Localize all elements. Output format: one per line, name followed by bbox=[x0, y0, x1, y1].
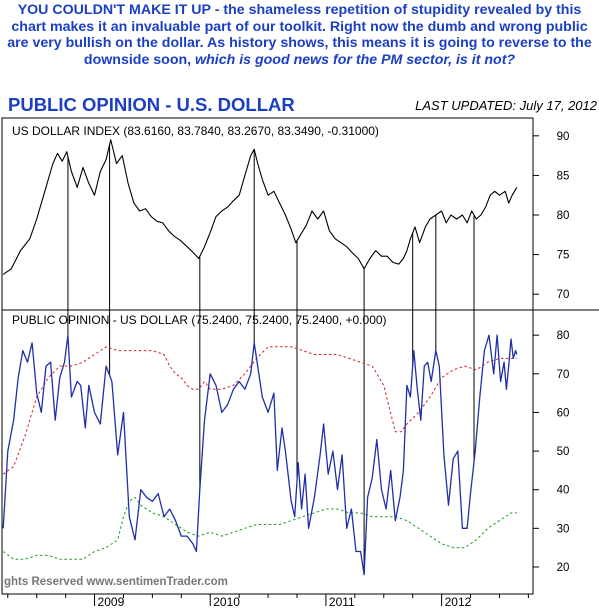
upper-band-line bbox=[2, 346, 517, 475]
y-axes: 70 75 80 85 90 20 30 40 50 60 70 80 bbox=[533, 131, 569, 574]
y-tick-label: 90 bbox=[557, 131, 570, 143]
x-tick-label: 2010 bbox=[213, 595, 240, 609]
y-tick-label: 75 bbox=[557, 250, 570, 262]
y-tick-label: 80 bbox=[557, 330, 570, 342]
footer-copyright: ghts Reserved www.sentimenTrader.com bbox=[4, 576, 228, 588]
y-tick-label: 70 bbox=[557, 289, 570, 301]
index-line bbox=[2, 139, 518, 275]
headline: YOU COULDN'T MAKE IT UP - the shameless … bbox=[0, 2, 599, 68]
panel-label-index: US DOLLAR INDEX (83.6160, 83.7840, 83.26… bbox=[12, 124, 379, 138]
band-lines bbox=[2, 346, 517, 560]
turning-point-lines bbox=[67, 144, 475, 575]
y-tick-label: 50 bbox=[557, 446, 570, 458]
y-tick-label: 80 bbox=[557, 210, 570, 222]
chart-frame bbox=[1, 117, 534, 595]
chart-title: PUBLIC OPINION - U.S. DOLLAR bbox=[8, 94, 295, 115]
y-tick-label: 70 bbox=[557, 369, 570, 381]
x-tick-label: 2011 bbox=[329, 595, 355, 609]
panel-label-opinion: PUBLIC OPINION - US DOLLAR (75.2400, 75.… bbox=[12, 313, 387, 327]
headline-text: - the shameless repetition of stupidity … bbox=[7, 2, 592, 68]
y-tick-label: 60 bbox=[557, 407, 570, 419]
last-updated: LAST UPDATED: July 17, 2012 bbox=[415, 98, 598, 113]
y-tick-label: 20 bbox=[557, 562, 570, 574]
y-tick-label: 85 bbox=[557, 170, 570, 182]
headline-lead: YOU COULDN'T MAKE IT UP bbox=[17, 2, 211, 18]
opinion-line bbox=[2, 334, 518, 576]
x-axis: 2009 2010 2011 2012 bbox=[7, 594, 529, 609]
lower-band-line bbox=[2, 496, 517, 560]
y-tick-label: 30 bbox=[557, 523, 570, 535]
x-tick-label: 2009 bbox=[98, 595, 125, 609]
series-lines bbox=[2, 139, 518, 576]
x-tick-label: 2012 bbox=[445, 595, 472, 609]
headline-italic: which is good news for the PM sector, is… bbox=[195, 51, 516, 68]
y-tick-label: 40 bbox=[557, 485, 570, 497]
